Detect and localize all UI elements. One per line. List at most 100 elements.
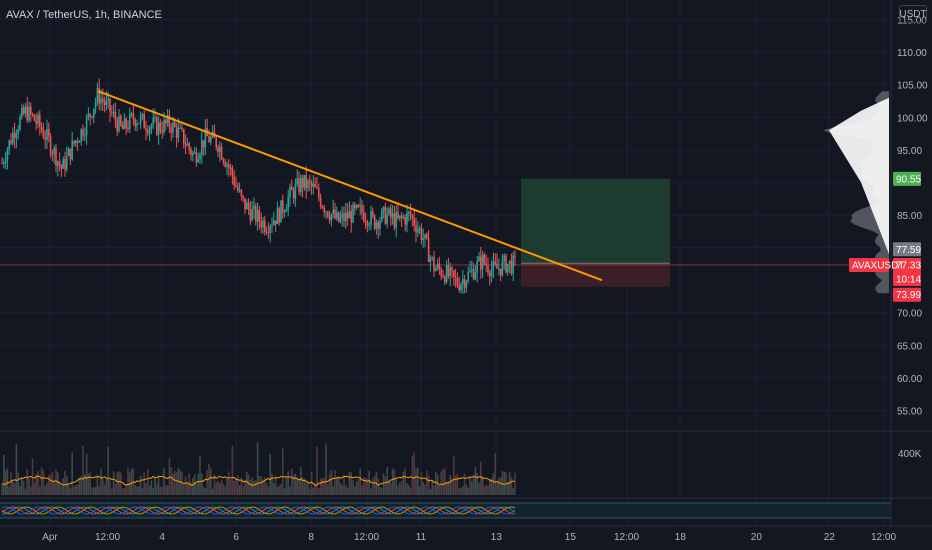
volume-bar	[6, 468, 9, 495]
candle-body	[58, 161, 61, 166]
volume-bar	[148, 485, 151, 495]
candle-body	[246, 202, 248, 210]
time-axis-label: 11	[416, 532, 427, 543]
volume-bar	[211, 488, 214, 495]
candle-body	[408, 211, 410, 213]
candle-body	[67, 148, 70, 156]
volume-bar	[220, 479, 223, 495]
candle-body	[472, 269, 475, 279]
target-price-tag: 90.55	[896, 174, 921, 185]
candle-body	[478, 256, 480, 262]
candle-body	[386, 214, 388, 224]
candle-body	[501, 260, 504, 276]
volume-bar	[75, 484, 77, 495]
volume-bar	[330, 469, 333, 495]
candle-body	[6, 149, 9, 162]
volume-bar	[145, 483, 147, 495]
volume-bar	[66, 476, 68, 495]
volume-bar	[136, 486, 138, 495]
volume-bar	[244, 479, 246, 495]
candle-body	[197, 159, 199, 163]
volume-bar	[175, 472, 178, 495]
time-axis-label: Apr	[42, 532, 58, 543]
volume-bar	[201, 473, 203, 495]
volume-bar	[156, 483, 158, 495]
currency-button[interactable]: USDT	[899, 5, 927, 23]
candle-body	[438, 263, 441, 270]
volume-bar	[289, 486, 291, 495]
volume-bar	[184, 476, 187, 495]
price-axis-label: 60.00	[897, 374, 922, 385]
candle-body	[12, 132, 14, 144]
last-price-tag: 77.33	[896, 260, 921, 271]
volume-bar	[204, 488, 207, 495]
candle-body	[370, 211, 372, 226]
volume-bar	[93, 487, 95, 495]
volume-axis-label: 400K	[898, 449, 922, 460]
candle-body	[226, 164, 228, 167]
countdown-tag: 10:14	[896, 274, 921, 285]
candle-body	[427, 238, 430, 262]
volume-bar	[35, 474, 37, 495]
volume-bar	[294, 473, 297, 495]
volume-bar	[427, 475, 430, 495]
volume-bar	[278, 485, 280, 495]
volume-bar	[17, 472, 19, 495]
time-axis-label: 20	[751, 532, 763, 543]
volume-bar	[73, 486, 75, 495]
candle-body	[397, 212, 399, 219]
volume-bar	[4, 470, 7, 495]
candle-body	[276, 208, 279, 225]
candle-body	[406, 212, 408, 225]
candle-body	[258, 209, 261, 222]
candle-body	[418, 228, 421, 230]
candle-body	[49, 136, 52, 154]
candle-body	[444, 276, 446, 283]
candle-body	[319, 197, 322, 207]
volume-bar	[442, 469, 444, 495]
volume-bar	[418, 486, 421, 495]
volume-bar	[512, 487, 514, 495]
volume-bar	[298, 479, 300, 495]
candle-body	[503, 255, 505, 261]
volume-bar	[318, 487, 320, 495]
volume-bar	[157, 474, 160, 495]
candle-body	[186, 143, 189, 146]
target-price-tag-bg	[893, 171, 921, 186]
candle-body	[471, 269, 473, 271]
volume-bar	[165, 484, 167, 495]
volume-bar	[494, 452, 496, 495]
candle-body	[75, 140, 77, 144]
volume-bar	[40, 467, 43, 495]
candle-body	[15, 133, 18, 139]
candle-body	[53, 147, 55, 155]
price-axis-label: 85.00	[897, 211, 922, 222]
candle-body	[210, 136, 212, 143]
volume-bar	[138, 486, 140, 495]
volume-bar	[460, 488, 462, 495]
candle-body	[458, 285, 460, 291]
volume-bar	[206, 470, 208, 495]
candle-body	[184, 144, 187, 146]
volume-bar	[483, 486, 486, 495]
candle-body	[208, 136, 210, 143]
trendline	[97, 90, 603, 282]
candle-body	[409, 211, 412, 216]
candle-body	[172, 122, 174, 133]
candle-body	[166, 115, 169, 124]
candle-body	[60, 165, 63, 169]
volume-bar	[435, 471, 437, 495]
candle-body	[274, 220, 277, 225]
candle-body	[492, 261, 495, 269]
candle-body	[447, 265, 450, 277]
candle-body	[474, 272, 477, 279]
volume-bar	[179, 470, 181, 495]
candle-body	[147, 131, 149, 134]
volume-bar	[503, 472, 505, 495]
candle-body	[330, 214, 333, 221]
volume-bar	[249, 479, 252, 495]
volume-bar	[409, 487, 412, 495]
candle-body	[303, 174, 306, 188]
volume-bar	[453, 456, 455, 495]
